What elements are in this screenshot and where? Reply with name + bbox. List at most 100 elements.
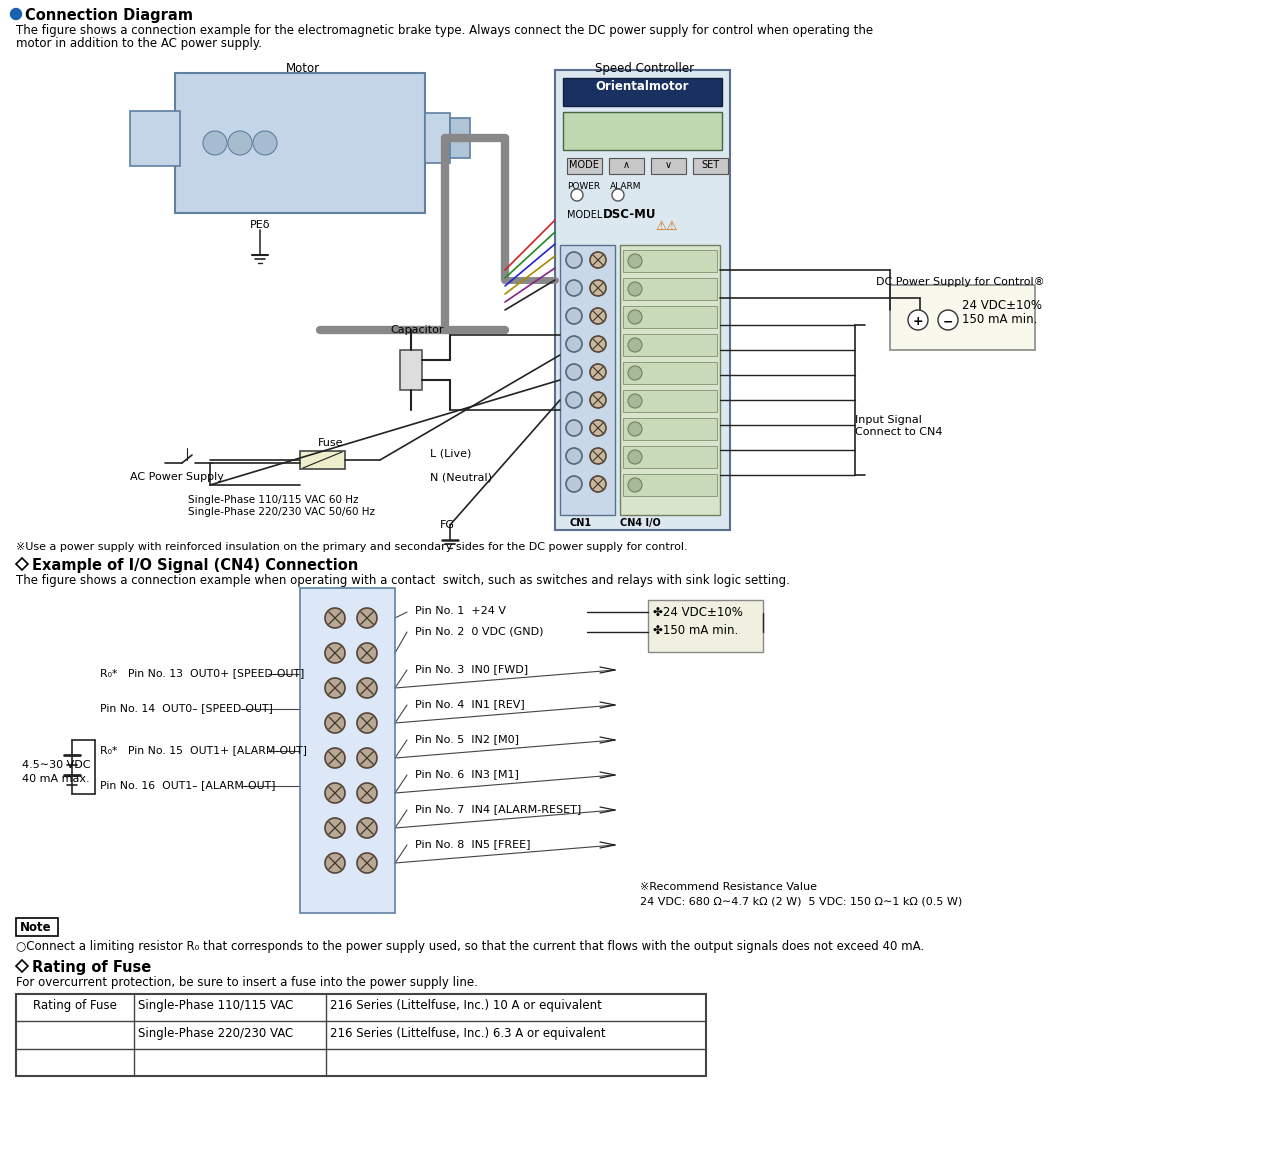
Circle shape bbox=[357, 678, 378, 698]
Text: L (Live): L (Live) bbox=[430, 448, 471, 458]
Text: Pin No. 5  IN2 [M0]: Pin No. 5 IN2 [M0] bbox=[415, 734, 518, 744]
Text: Speed Controller: Speed Controller bbox=[595, 62, 695, 74]
Circle shape bbox=[357, 783, 378, 802]
Text: CN4 I/O: CN4 I/O bbox=[620, 518, 660, 528]
Bar bbox=[692, 158, 728, 174]
Circle shape bbox=[566, 392, 582, 408]
Circle shape bbox=[628, 338, 643, 352]
Text: ※Use a power supply with reinforced insulation on the primary and secondary side: ※Use a power supply with reinforced insu… bbox=[15, 542, 687, 552]
Text: MODE: MODE bbox=[570, 160, 599, 170]
Circle shape bbox=[566, 364, 582, 380]
Circle shape bbox=[10, 8, 22, 20]
Text: 216 Series (Littelfuse, Inc.) 6.3 A or equivalent: 216 Series (Littelfuse, Inc.) 6.3 A or e… bbox=[330, 1027, 605, 1040]
Circle shape bbox=[590, 252, 605, 267]
Text: ∨: ∨ bbox=[664, 160, 672, 170]
Circle shape bbox=[566, 252, 582, 267]
Bar bbox=[623, 390, 717, 412]
Text: CN1: CN1 bbox=[570, 518, 593, 528]
Bar bbox=[652, 158, 686, 174]
Bar bbox=[623, 475, 717, 495]
Text: For overcurrent protection, be sure to insert a fuse into the power supply line.: For overcurrent protection, be sure to i… bbox=[15, 976, 477, 989]
Circle shape bbox=[628, 450, 643, 464]
Bar bbox=[623, 362, 717, 384]
Circle shape bbox=[590, 392, 605, 408]
Text: Pin No. 8  IN5 [FREE]: Pin No. 8 IN5 [FREE] bbox=[415, 839, 530, 849]
Text: DSC-MU: DSC-MU bbox=[603, 208, 657, 221]
Text: Pin No. 1  +24 V: Pin No. 1 +24 V bbox=[415, 606, 506, 616]
Circle shape bbox=[325, 783, 346, 802]
Text: 150 mA min.: 150 mA min. bbox=[963, 313, 1037, 326]
Bar bbox=[451, 117, 470, 158]
Circle shape bbox=[628, 366, 643, 380]
Text: Capacitor: Capacitor bbox=[390, 324, 443, 335]
Circle shape bbox=[590, 336, 605, 352]
Circle shape bbox=[628, 394, 643, 408]
Text: Single-Phase 220/230 VAC 50/60 Hz: Single-Phase 220/230 VAC 50/60 Hz bbox=[188, 507, 375, 518]
Text: Pin No. 4  IN1 [REV]: Pin No. 4 IN1 [REV] bbox=[415, 699, 525, 709]
Text: Rating of Fuse: Rating of Fuse bbox=[33, 999, 116, 1012]
Circle shape bbox=[590, 280, 605, 297]
Bar bbox=[425, 113, 451, 163]
Text: Note: Note bbox=[20, 921, 51, 934]
Text: Motor: Motor bbox=[285, 62, 320, 74]
Text: 40 mA max.: 40 mA max. bbox=[22, 775, 90, 784]
Circle shape bbox=[325, 643, 346, 663]
Text: The figure shows a connection example for the electromagnetic brake type. Always: The figure shows a connection example fo… bbox=[15, 24, 873, 37]
Bar bbox=[563, 112, 722, 150]
Circle shape bbox=[612, 190, 625, 201]
Text: 24 VDC: 680 Ω∼4.7 kΩ (2 W)  5 VDC: 150 Ω∼1 kΩ (0.5 W): 24 VDC: 680 Ω∼4.7 kΩ (2 W) 5 VDC: 150 Ω∼… bbox=[640, 896, 963, 906]
Text: FG: FG bbox=[440, 520, 454, 530]
Bar bbox=[131, 110, 180, 166]
Bar bbox=[300, 588, 396, 913]
Bar bbox=[399, 350, 422, 390]
Circle shape bbox=[590, 364, 605, 380]
Circle shape bbox=[628, 254, 643, 267]
Text: The figure shows a connection example when operating with a contact  switch, suc: The figure shows a connection example wh… bbox=[15, 575, 790, 587]
Circle shape bbox=[566, 448, 582, 464]
Text: 4.5∼30 VDC: 4.5∼30 VDC bbox=[22, 759, 91, 770]
Bar bbox=[648, 600, 763, 652]
Circle shape bbox=[228, 131, 252, 155]
Circle shape bbox=[357, 818, 378, 839]
Circle shape bbox=[325, 748, 346, 768]
Text: Pin No. 3  IN0 [FWD]: Pin No. 3 IN0 [FWD] bbox=[415, 664, 529, 675]
Bar bbox=[623, 418, 717, 440]
Circle shape bbox=[628, 281, 643, 297]
Text: Rating of Fuse: Rating of Fuse bbox=[32, 959, 151, 975]
Circle shape bbox=[253, 131, 276, 155]
Text: Fuse: Fuse bbox=[317, 438, 343, 448]
Bar bbox=[623, 334, 717, 356]
Circle shape bbox=[908, 311, 928, 330]
Text: ○Connect a limiting resistor R₀ that corresponds to the power supply used, so th: ○Connect a limiting resistor R₀ that cor… bbox=[15, 940, 924, 952]
Text: PEδ: PEδ bbox=[250, 220, 270, 230]
Text: ✤150 mA min.: ✤150 mA min. bbox=[653, 625, 739, 637]
Text: Orientalmotor: Orientalmotor bbox=[595, 80, 689, 93]
Text: Input Signal: Input Signal bbox=[855, 415, 922, 424]
Text: 216 Series (Littelfuse, Inc.) 10 A or equivalent: 216 Series (Littelfuse, Inc.) 10 A or eq… bbox=[330, 999, 602, 1012]
Circle shape bbox=[325, 852, 346, 873]
Circle shape bbox=[628, 311, 643, 324]
Text: Pin No. 7  IN4 [ALARM-RESET]: Pin No. 7 IN4 [ALARM-RESET] bbox=[415, 804, 581, 814]
Text: motor in addition to the AC power supply.: motor in addition to the AC power supply… bbox=[15, 37, 262, 50]
Text: MODEL: MODEL bbox=[567, 211, 605, 220]
Circle shape bbox=[590, 308, 605, 324]
Text: ⚠⚠: ⚠⚠ bbox=[655, 220, 677, 233]
Text: N (Neutral): N (Neutral) bbox=[430, 473, 492, 483]
Circle shape bbox=[204, 131, 227, 155]
Circle shape bbox=[938, 311, 957, 330]
Bar bbox=[567, 158, 602, 174]
Text: DC Power Supply for Control®: DC Power Supply for Control® bbox=[876, 277, 1044, 287]
Text: Single-Phase 220/230 VAC: Single-Phase 220/230 VAC bbox=[138, 1027, 293, 1040]
Text: Connect to CN4: Connect to CN4 bbox=[855, 427, 942, 437]
Circle shape bbox=[357, 852, 378, 873]
Text: R₀*   Pin No. 13  OUT0+ [SPEED-OUT]: R₀* Pin No. 13 OUT0+ [SPEED-OUT] bbox=[100, 668, 305, 678]
Bar bbox=[623, 278, 717, 300]
Circle shape bbox=[566, 476, 582, 492]
Bar bbox=[561, 245, 614, 515]
Bar bbox=[623, 250, 717, 272]
Text: ✤24 VDC±10%: ✤24 VDC±10% bbox=[653, 606, 742, 619]
Bar bbox=[15, 918, 58, 936]
Text: 24 VDC±10%: 24 VDC±10% bbox=[963, 299, 1042, 312]
Circle shape bbox=[325, 678, 346, 698]
Circle shape bbox=[571, 190, 582, 201]
